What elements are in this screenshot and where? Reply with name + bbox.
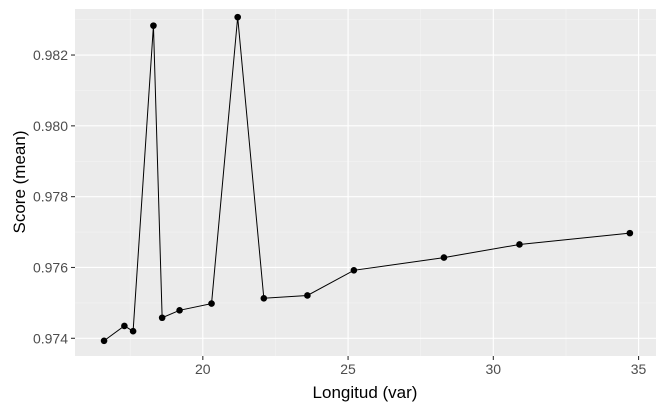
data-point xyxy=(159,314,166,321)
x-axis-title: Longitud (var) xyxy=(313,383,418,402)
data-point xyxy=(234,14,241,21)
y-tick-label: 0.976 xyxy=(33,259,68,275)
data-point xyxy=(150,22,157,29)
data-point xyxy=(208,300,215,307)
data-point xyxy=(304,292,311,299)
x-tick-label: 20 xyxy=(195,361,211,377)
data-point xyxy=(516,241,523,248)
data-point xyxy=(627,230,634,237)
data-point xyxy=(351,267,358,274)
y-axis-title: Score (mean) xyxy=(10,131,29,234)
x-tick-label: 25 xyxy=(340,361,356,377)
x-tick-label: 35 xyxy=(631,361,647,377)
data-point xyxy=(441,254,448,261)
data-point xyxy=(176,307,183,314)
data-point xyxy=(130,328,137,335)
data-point xyxy=(261,295,268,302)
data-point xyxy=(101,337,108,344)
y-tick-label: 0.982 xyxy=(33,47,68,63)
y-tick-label: 0.980 xyxy=(33,118,68,134)
data-point xyxy=(121,323,128,330)
y-tick-label: 0.974 xyxy=(33,330,68,346)
y-tick-label: 0.978 xyxy=(33,189,68,205)
x-tick-label: 30 xyxy=(486,361,502,377)
